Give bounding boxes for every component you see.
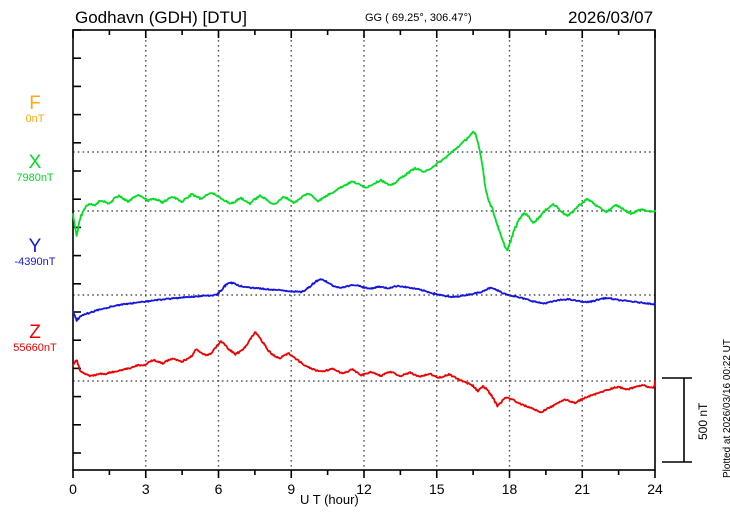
- x-tick-label: 6: [215, 481, 223, 497]
- x-tick-label: 24: [647, 481, 663, 497]
- scale-bar-label: 500 nT: [696, 402, 710, 440]
- component-letter-z: Z: [29, 322, 41, 343]
- observation-date: 2026/03/07: [568, 8, 654, 27]
- plotted-timestamp: Plotted at 2026/03/16 00:22 UT: [722, 339, 730, 478]
- trace-z: [72, 331, 656, 414]
- component-label-y: Y -4390nT: [0, 237, 70, 269]
- component-baseline-y: -4390nT: [14, 256, 56, 268]
- station-title: Godhavn (GDH) [DTU]: [75, 8, 247, 27]
- x-tick-label: 18: [502, 481, 518, 497]
- component-label-x: X 7980nT: [0, 153, 70, 185]
- x-tick-label: 9: [287, 481, 295, 497]
- x-tick-label: 15: [429, 481, 445, 497]
- component-baseline-f: 0nT: [25, 113, 45, 125]
- component-letter-x: X: [28, 152, 42, 173]
- x-tick-label: 12: [356, 481, 372, 497]
- geographic-coordinates: GG ( 69.25°, 306.47°): [365, 12, 472, 24]
- x-tick-label: 21: [574, 481, 590, 497]
- component-label-z: Z 55660nT: [0, 323, 70, 355]
- component-letter-f: F: [29, 93, 41, 114]
- x-tick-label: 3: [142, 481, 150, 497]
- trace-y: [72, 278, 656, 322]
- component-baseline-x: 7980nT: [16, 172, 54, 184]
- component-label-f: F 0nT: [0, 94, 70, 126]
- component-baseline-z: 55660nT: [13, 342, 57, 354]
- trace-x: [72, 130, 656, 252]
- x-axis-title: U T (hour): [300, 492, 359, 507]
- x-tick-label: 0: [69, 481, 77, 497]
- component-letter-y: Y: [28, 236, 42, 257]
